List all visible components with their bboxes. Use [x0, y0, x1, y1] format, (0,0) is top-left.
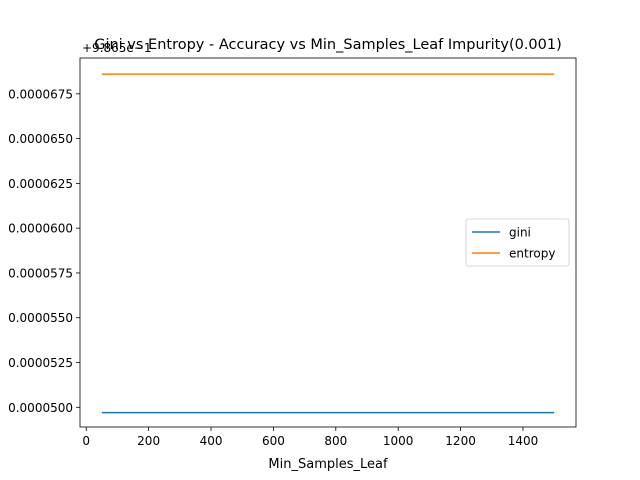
- y-tick-label: 0.0000500: [8, 401, 73, 415]
- x-tick-label: 1400: [508, 434, 539, 448]
- chart-title: Gini vs Entropy - Accuracy vs Min_Sample…: [94, 37, 562, 53]
- legend-label-entropy: entropy: [509, 247, 555, 261]
- x-tick-label: 800: [324, 434, 347, 448]
- x-tick-label: 600: [262, 434, 285, 448]
- y-tick-label: 0.0000600: [8, 222, 73, 236]
- y-tick-label: 0.0000575: [8, 266, 73, 280]
- legend-label-gini: gini: [509, 226, 531, 240]
- legend-box: [465, 218, 570, 267]
- x-tick-label: 1000: [383, 434, 414, 448]
- x-tick-label: 200: [137, 434, 160, 448]
- y-tick-label: 0.0000625: [8, 177, 73, 191]
- x-tick-label: 400: [200, 434, 223, 448]
- x-tick-label: 1200: [445, 434, 476, 448]
- plot-area: 0 200 400 600 800 1000 1200 1400 0.0000500 0.0000…: [8, 57, 577, 448]
- y-tick-label: 0.0000650: [8, 132, 73, 146]
- plot-frame: [79, 57, 577, 428]
- x-axis-label: Min_Samples_Leaf: [268, 457, 388, 472]
- y-tick-label: 0.0000550: [8, 311, 73, 325]
- y-tick-label: 0.0000675: [8, 87, 73, 101]
- y-offset-text: +9.865e−1: [82, 41, 151, 55]
- y-tick-label: 0.0000525: [8, 356, 73, 370]
- x-tick-label: 0: [82, 434, 90, 448]
